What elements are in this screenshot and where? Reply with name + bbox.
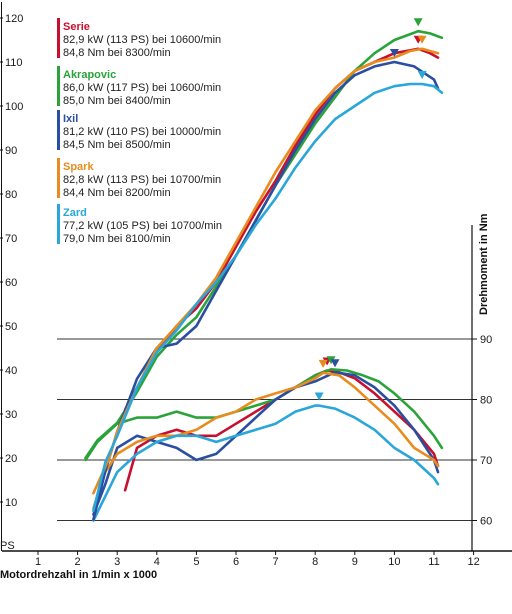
x-axis-title: Motordrehzahl in 1/min x 1000 — [0, 569, 157, 581]
x-tick-label: 9 — [352, 556, 358, 568]
legend-power-spark: 82,8 kW (113 PS) bei 10700/min — [63, 174, 221, 186]
power-peak-marker-ixil — [389, 49, 399, 57]
y-tick-label-ps: 50 — [5, 321, 17, 333]
legend-torque-akrapovic: 85,0 Nm bei 8400/min — [63, 95, 171, 107]
x-tick-label: 12 — [467, 556, 479, 568]
legend-name-serie: Serie — [63, 21, 90, 33]
peak-markers — [314, 18, 427, 401]
x-tick-label: 7 — [273, 556, 279, 568]
torque-peak-marker-spark — [318, 359, 328, 368]
legend-swatch-serie — [57, 18, 60, 58]
x-tick-label: 5 — [193, 556, 199, 568]
y-tick-label-ps: 60 — [5, 277, 17, 289]
power-curves — [84, 29, 444, 521]
x-tick-label: 8 — [312, 556, 318, 568]
y-tick-label-nm: 90 — [480, 334, 492, 346]
legend-torque-zard: 79,0 Nm bei 8100/min — [63, 233, 171, 245]
legend-swatch-spark — [57, 158, 60, 198]
x-tick-label: 2 — [75, 556, 81, 568]
power-peak-marker-spark — [417, 35, 427, 44]
y-tick-label-ps: 30 — [5, 409, 17, 421]
torque-line-serie — [123, 369, 440, 492]
y-tick-label-ps: 100 — [5, 101, 23, 113]
power-line-zard — [92, 82, 444, 513]
power-line-ixil — [92, 60, 440, 521]
x-tick-label: 10 — [388, 556, 400, 568]
power-peak-marker-akrapovic — [413, 18, 423, 27]
x-tick-label: 1 — [35, 556, 41, 568]
x-tick-label: 6 — [233, 556, 239, 568]
axes: 1 2 3 4 5 6 7 8 9 10 11 121201101009080706050403020… — [0, 2, 512, 568]
legend-torque-ixil: 84,5 Nm bei 8500/min — [63, 139, 171, 151]
torque-peak-marker-akrapovic — [326, 356, 336, 365]
legend-power-zard: 77,2 kW (105 PS) bei 10700/min — [63, 220, 222, 232]
legend-swatch-zard — [57, 204, 60, 244]
legend-power-serie: 82,9 kW (113 PS) bei 10600/min — [63, 34, 221, 46]
torque-line-spark — [92, 371, 440, 510]
y-tick-label-ps: 80 — [5, 189, 17, 201]
legend-name-ixil: Ixil — [63, 113, 78, 125]
x-tick-label: 11 — [428, 556, 439, 568]
power-peak-marker-zard — [417, 71, 427, 79]
x-tick-label: 3 — [114, 556, 120, 568]
y-tick-label-nm: 60 — [480, 516, 492, 528]
legend-torque-serie: 84,8 Nm bei 8300/min — [63, 47, 171, 59]
x-tick-label: 4 — [154, 556, 160, 568]
y-tick-label-ps: 70 — [5, 233, 17, 245]
legend-name-akrapovic: Akrapovic — [63, 69, 116, 81]
y-tick-label-nm: 80 — [480, 395, 492, 407]
legend-swatch-ixil — [57, 110, 60, 150]
y-tick-label-nm: 70 — [480, 455, 492, 467]
torque-curves — [84, 368, 444, 522]
legend-power-akrapovic: 86,0 kW (117 PS) bei 10600/min — [63, 82, 221, 94]
y-tick-label-ps: 120 — [5, 13, 23, 25]
y-tick-label-ps: 90 — [5, 145, 17, 157]
legend-swatch-akrapovic — [57, 66, 60, 106]
y-tick-label-ps: 40 — [5, 365, 17, 377]
legend-torque-spark: 84,4 Nm bei 8200/min — [63, 187, 171, 199]
legend-name-zard: Zard — [63, 207, 87, 219]
torque-line-zard — [92, 404, 440, 522]
torque-line-ixil — [92, 371, 440, 516]
legend-power-ixil: 81,2 kW (110 PS) bei 10000/min — [63, 126, 221, 138]
torque-peak-marker-ixil — [330, 359, 340, 368]
y-tick-label-ps: 20 — [5, 453, 17, 465]
y-axis-title-right: Drehmoment in Nm — [478, 213, 490, 315]
y-tick-label-ps: 10 — [5, 497, 17, 509]
y-axis-unit-ps: PS — [0, 540, 15, 552]
torque-peak-marker-zard — [314, 392, 324, 401]
y-tick-label-ps: 110 — [5, 57, 23, 69]
legend-name-spark: Spark — [63, 161, 94, 173]
